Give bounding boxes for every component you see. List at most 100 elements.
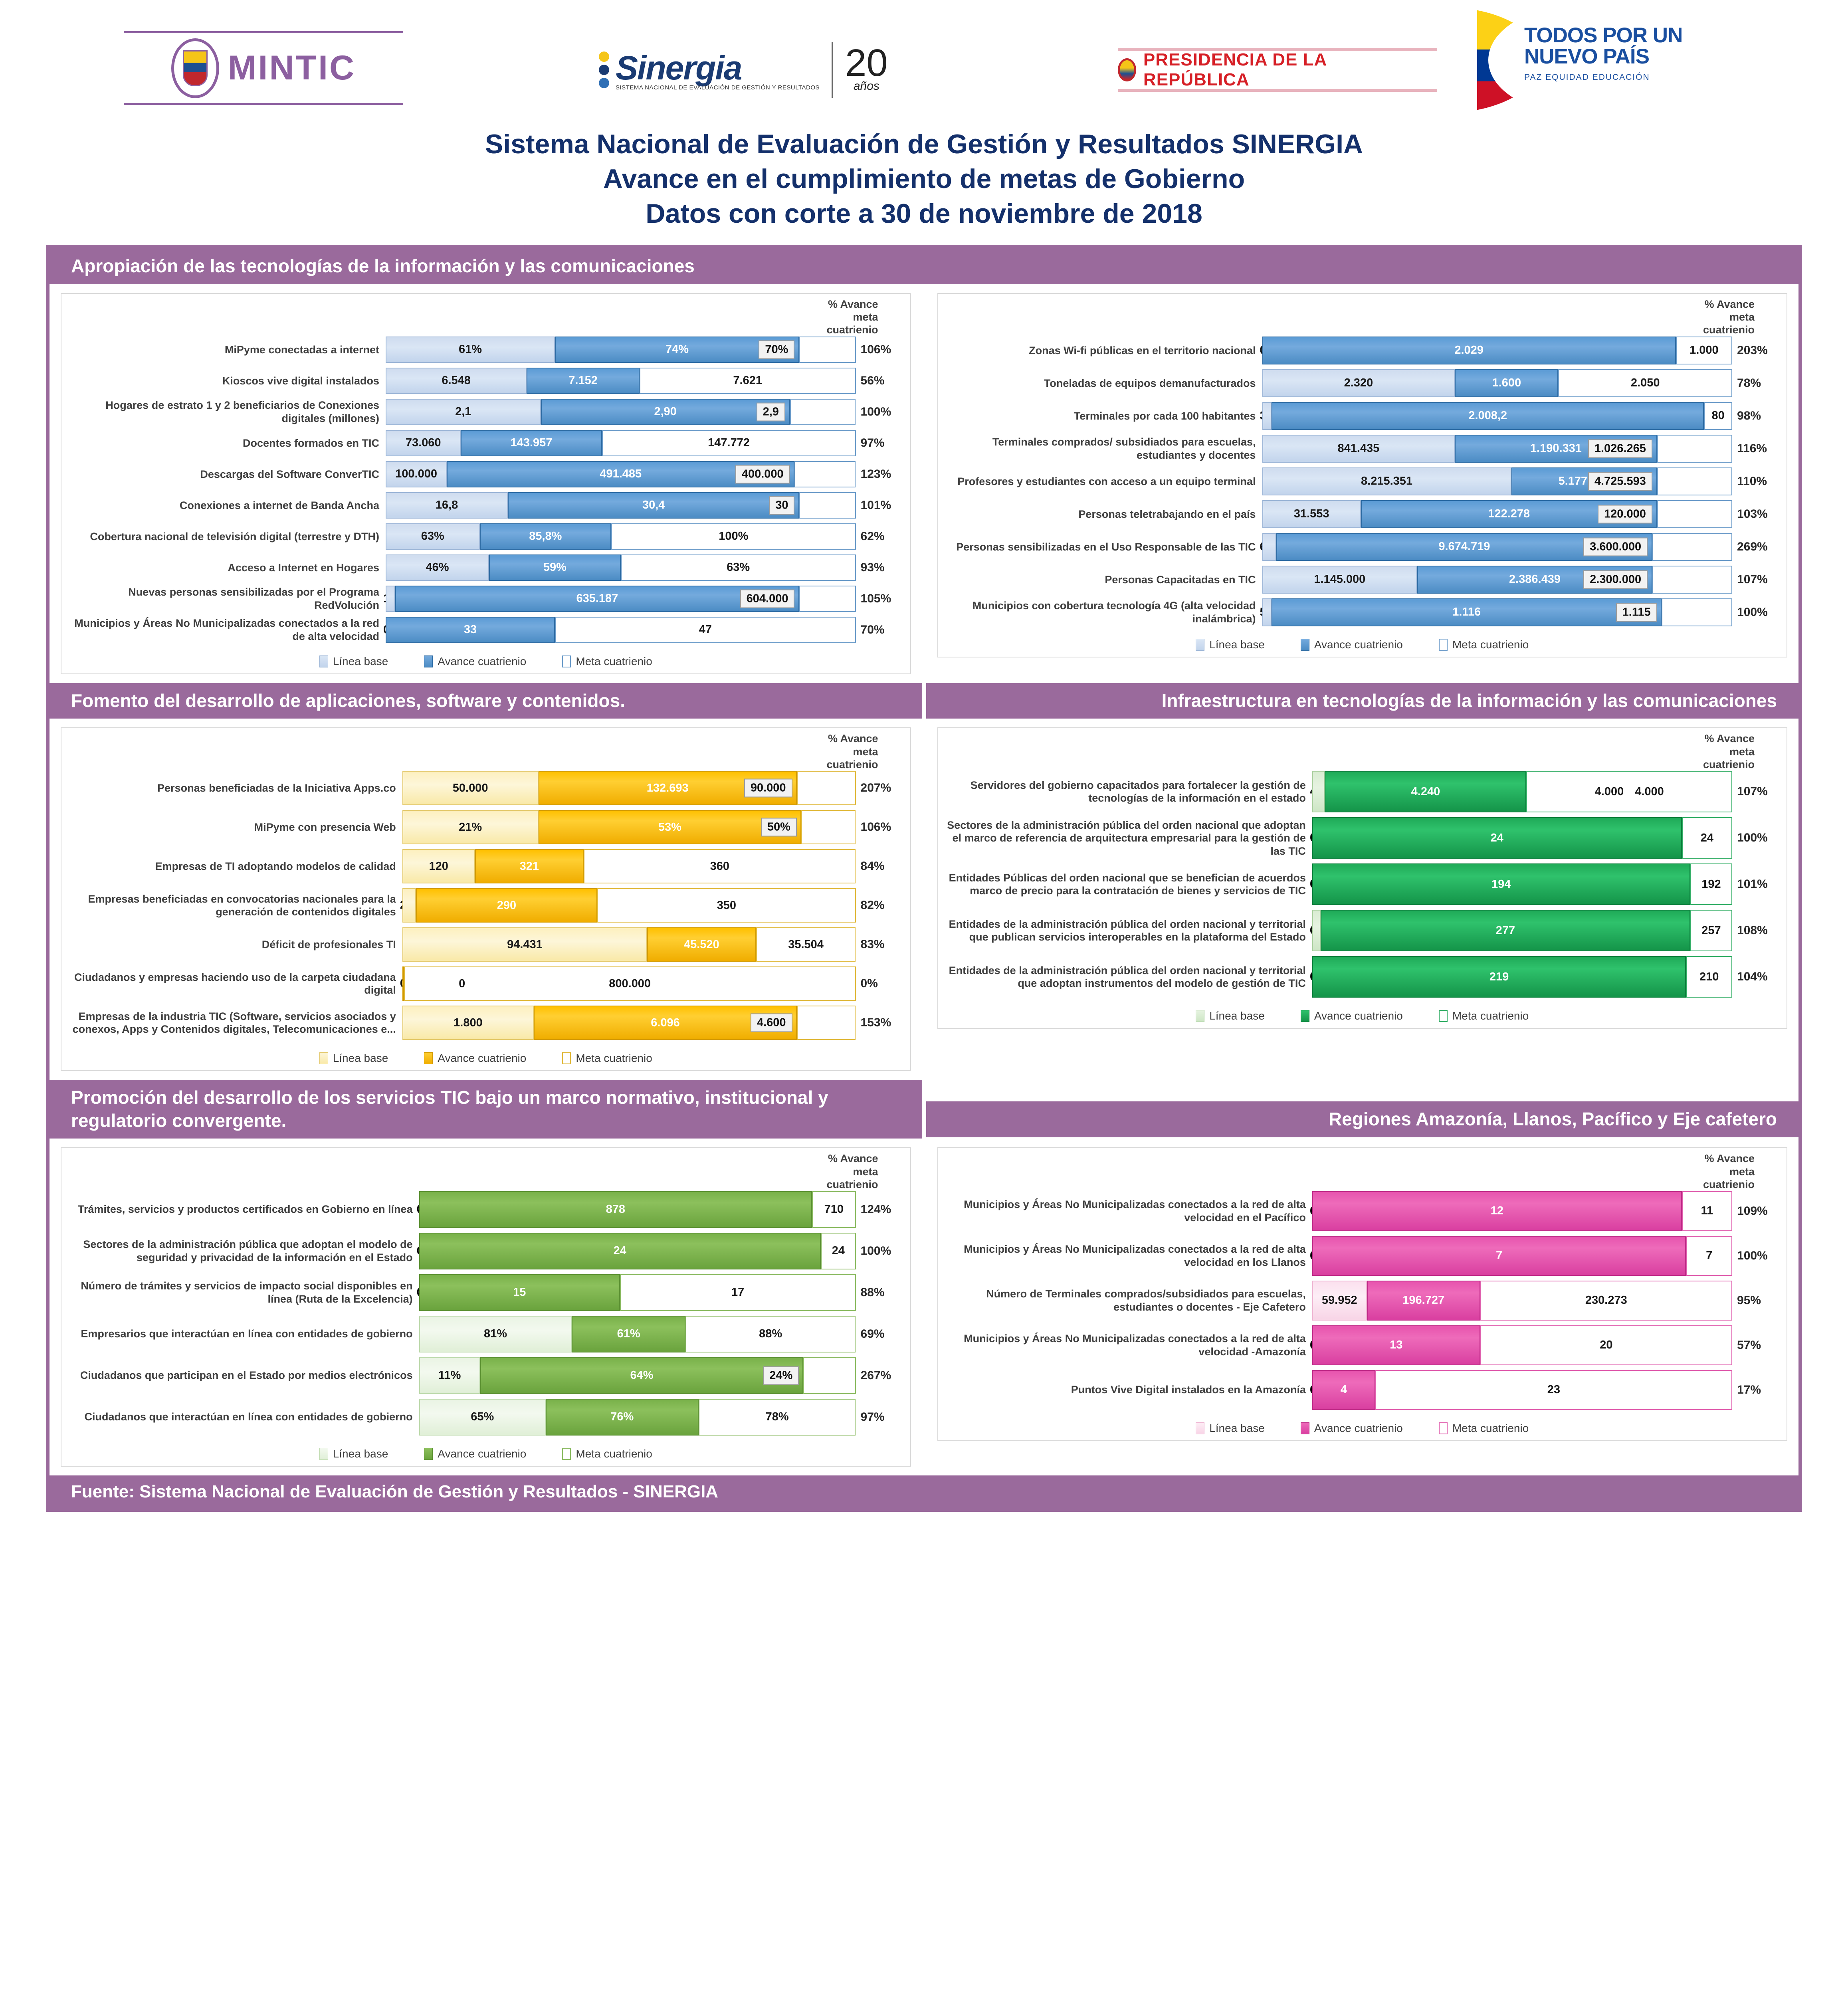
bar-segment-advance: 635.187 <box>395 585 800 612</box>
bar-segment-meta: 210 <box>1686 956 1732 998</box>
chart-row-bars: 73.060 143.957 147.772 <box>386 430 856 456</box>
bar-segment-base: 46% <box>386 554 489 581</box>
chart-row-label: Entidades Públicas del orden nacional qu… <box>949 872 1306 897</box>
chart-row-label: Nuevas personas sensibilizadas por el Pr… <box>128 586 380 611</box>
chart-row-bars: 65% 76% 78% <box>419 1398 856 1436</box>
chart-row: Terminales comprados/ subsidiados para e… <box>945 434 1780 463</box>
chart-row-label: Personas teletrabajando en el país <box>1078 508 1256 520</box>
legend-item-base: Línea base <box>319 1052 388 1065</box>
chart-row-label: Municipios con cobertura tecnología 4G (… <box>972 600 1256 625</box>
legend-item-base: Línea base <box>319 655 388 668</box>
bar-segment-advance: 194 <box>1312 863 1690 905</box>
percent-advance-value: 97% <box>860 1410 885 1424</box>
base-value: 100.000 <box>395 467 437 481</box>
chart-legend: Línea base Avance cuatrienio Meta cuatrien… <box>945 638 1780 651</box>
chart-row-label: Ciudadanos y empresas haciendo uso de la… <box>74 971 396 996</box>
chart-promocion: Trámites, servicios y productos certific… <box>69 1191 903 1460</box>
bar-segment-meta: 80 <box>1704 402 1732 430</box>
chart-row-bars: 0194192 <box>1310 863 1732 905</box>
bar-segment-base: 73.060 <box>386 430 461 456</box>
advance-value: 15 <box>513 1286 526 1299</box>
axis-caption-line2: meta <box>1729 1165 1755 1178</box>
dashboard-inner: Apropiación de las tecnologías de la inf… <box>50 248 1799 1508</box>
meta-value-box: 1.115 <box>1616 603 1657 622</box>
percent-advance-value: 106% <box>860 820 891 834</box>
sinergia-logo: Sinergia SISTEMA NACIONAL DE EVALUACIÓN … <box>599 32 902 108</box>
section-header-regiones: Regiones Amazonía, Llanos, Pacífico y Ej… <box>926 1101 1799 1137</box>
bar-segment-base: 94.431 <box>402 927 648 962</box>
chart-legend: Línea base Avance cuatrienio Meta cuatrien… <box>69 1447 903 1460</box>
legend-label-advance: Avance cuatrienio <box>1314 1422 1403 1434</box>
chart-row: Terminales por cada 100 habitantes342.00… <box>945 402 1780 430</box>
percent-advance-value: 0% <box>860 977 878 990</box>
advance-value: 1.190.331 <box>1530 442 1582 455</box>
percent-advance-value: 101% <box>860 498 891 512</box>
section-header-apropiacion: Apropiación de las tecnologías de la inf… <box>50 248 1798 284</box>
meta-value-box: 2,9 <box>756 402 785 422</box>
chart-row-label: Conexiones a internet de Banda Ancha <box>179 499 380 511</box>
chart-legend: Línea base Avance cuatrienio Meta cuatrien… <box>69 1052 903 1065</box>
chart-row-bars: 25290350 <box>400 888 856 923</box>
axis-caption-line1: % Avance <box>1704 298 1755 310</box>
percent-advance-value: 105% <box>860 592 891 605</box>
axis-caption-line3: cuatrienio <box>1703 758 1755 771</box>
advance-value: 0 <box>459 977 465 990</box>
advance-value: 24 <box>613 1244 626 1257</box>
meta-value: 192 <box>1701 877 1721 891</box>
base-value: 841.435 <box>1337 442 1380 455</box>
advance-value: 196.727 <box>1402 1294 1445 1307</box>
chart-row-label: Acceso a Internet en Hogares <box>228 561 380 574</box>
bar-segment-meta: 2.300.000 <box>1652 565 1732 594</box>
legend-label-advance: Avance cuatrienio <box>438 1447 527 1460</box>
meta-value: 1.000 <box>1690 344 1719 357</box>
percent-advance-value: 83% <box>860 938 885 951</box>
chart-row-label: Docentes formados en TIC <box>242 437 380 449</box>
chart-row-label: Empresas de la industria TIC (Software, … <box>72 1010 396 1036</box>
chart-row: Entidades de la administración pública d… <box>945 910 1780 952</box>
bar-segment-base: 31.553 <box>1262 500 1361 528</box>
axis-caption-line1: % Avance <box>1704 733 1755 745</box>
chart-panel-promocion: % Avance meta cuatrienio Trámites, servi… <box>61 1147 911 1467</box>
bar-segment-advance: 85,8% <box>479 523 612 550</box>
bar-segment-base: 81% <box>419 1315 572 1352</box>
bar-segment-meta: 90.000 <box>796 771 856 806</box>
bar-segment-meta: 88% <box>685 1315 856 1352</box>
advance-value: 1.116 <box>1452 606 1481 619</box>
meta-value: 24 <box>1700 831 1713 844</box>
bar-segment-advance: 45.520 <box>647 927 756 962</box>
meta-value: 350 <box>717 899 737 912</box>
chart-row-label: Terminales comprados/ subsidiados para e… <box>992 436 1256 461</box>
meta-value-box: 120.000 <box>1598 505 1652 524</box>
percent-advance-value: 97% <box>860 436 885 449</box>
percent-advance-value: 108% <box>1737 924 1768 937</box>
meta-value: 35.504 <box>788 938 824 951</box>
axis-caption-line2: meta <box>853 1165 878 1178</box>
legend-item-meta: Meta cuatrienio <box>562 1052 652 1065</box>
meta-value: 210 <box>1699 970 1719 983</box>
chart-infraestructura: Servidores del gobierno capacitados para… <box>945 771 1780 1022</box>
chart-row: Puntos Vive Digital instalados en la Ama… <box>945 1370 1780 1410</box>
legend-swatch-advance-icon <box>424 1447 433 1460</box>
base-value: 1.145.000 <box>1314 573 1366 586</box>
chart-row-label: Sectores de la administración pública qu… <box>83 1238 413 1263</box>
bar-segment-base: 11% <box>419 1357 480 1394</box>
percent-advance-value: 267% <box>860 1368 891 1382</box>
percent-advance-value: 203% <box>1737 343 1768 357</box>
bar-segment-meta: 24% <box>803 1357 856 1394</box>
base-value: 8.215.351 <box>1361 475 1413 488</box>
bar-segment-meta: 230.273 <box>1480 1280 1732 1321</box>
legend-item-advance: Avance cuatrienio <box>1300 1422 1403 1435</box>
chart-row-label: Terminales por cada 100 habitantes <box>1074 410 1256 422</box>
chart-row-label: Empresas de TI adoptando modelos de cali… <box>155 860 396 873</box>
meta-value: 7 <box>1706 1249 1713 1262</box>
legend-swatch-meta-icon <box>562 1447 571 1460</box>
legend-label-meta: Meta cuatrienio <box>576 1052 652 1065</box>
bar-segment-advance: 64% <box>480 1357 804 1394</box>
bar-segment-meta: 7 <box>1686 1236 1732 1276</box>
legend-label-advance: Avance cuatrienio <box>438 1052 527 1065</box>
todos-por-un-nuevo-pais-logo: TODOS POR UN NUEVO PAÍS PAZ EQUIDAD EDUC… <box>1477 7 1685 113</box>
chart-row-label: MiPyme conectadas a internet <box>224 343 380 356</box>
chart-row-bars: 11% 64% 24%24% <box>419 1357 856 1394</box>
bar-segment-advance: 1.600 <box>1455 369 1559 397</box>
chart-row-bars: 21% 53% 50%50% <box>402 810 856 845</box>
